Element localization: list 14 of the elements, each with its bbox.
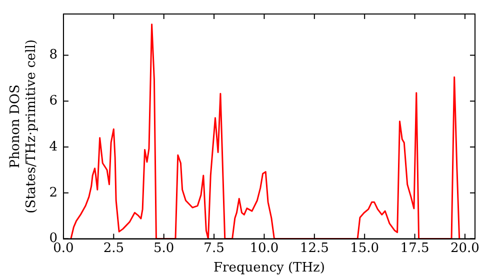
x-tick-label: 7.5 [204, 240, 224, 256]
y-tick-label: 6 [49, 94, 58, 109]
x-tick-label: 12.5 [300, 240, 329, 256]
x-tick-label: 10.0 [250, 240, 279, 256]
y-tick-label: 4 [49, 139, 58, 154]
x-tick-label: 20.0 [450, 240, 480, 256]
x-tick-label: 15.0 [350, 240, 380, 256]
x-tick-label: 2.5 [103, 240, 124, 256]
y-axis-title: Phonon DOS (States/THz·primitive cell) [8, 39, 39, 214]
y-tick-label: 2 [49, 185, 58, 200]
x-tick-label: 5.0 [154, 240, 174, 256]
x-axis-title: Frequency (THz) [214, 260, 325, 276]
y-tick-label: 8 [49, 48, 58, 63]
x-tick-label: 17.5 [400, 240, 430, 256]
